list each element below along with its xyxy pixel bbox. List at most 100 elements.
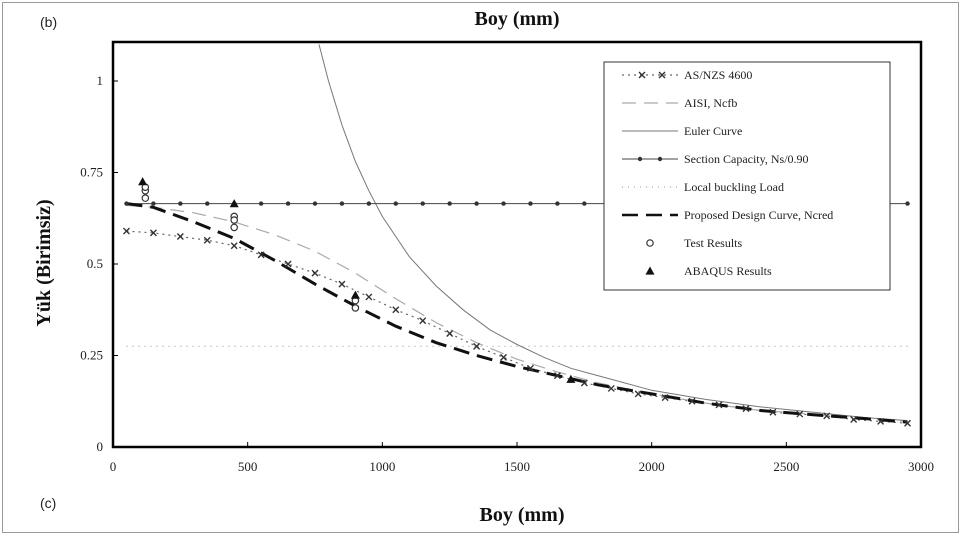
asnzs-point (580, 379, 588, 387)
section-capacity-point (555, 201, 560, 206)
asnzs-point (311, 269, 319, 277)
asnzs-point (257, 251, 265, 259)
section-capacity-point (393, 201, 398, 206)
asnzs-point (769, 408, 777, 416)
legend-label-4: Local buckling Load (684, 180, 784, 194)
section-capacity-point (285, 201, 291, 206)
cross-stroke (553, 372, 561, 380)
legend-cross-marker (638, 71, 646, 79)
cross-stroke (658, 71, 666, 79)
asnzs-point (203, 236, 211, 244)
cross-stroke (284, 260, 292, 268)
legend-label-7: ABAQUS Results (684, 264, 772, 278)
section-capacity-point (528, 201, 533, 206)
x-tick-label: 3000 (908, 459, 934, 474)
section-capacity-point (447, 201, 452, 206)
legend-cross-marker (658, 71, 666, 79)
cross-stroke (638, 71, 646, 79)
x-tick-label: 2000 (639, 459, 665, 474)
chart-title: Boy (mm) (475, 8, 560, 30)
y-tick-label: 0.25 (80, 348, 103, 363)
asnzs-point (634, 390, 642, 398)
cross-stroke (122, 227, 130, 235)
panel-bottom-tag: (c) (40, 495, 56, 511)
cross-stroke (796, 410, 804, 418)
section-capacity-point (312, 201, 318, 206)
cross-stroke (688, 397, 696, 405)
x-tick-label: 0 (110, 459, 117, 474)
cross-stroke (661, 394, 669, 402)
section-capacity-point (905, 201, 910, 206)
section-capacity-point (178, 201, 183, 206)
asnzs-point (122, 227, 130, 235)
asnzs-point (553, 372, 561, 380)
section-capacity-point (258, 201, 264, 206)
legend: AS/NZS 4600 AISI, Ncfb Euler Curve Section … (603, 61, 891, 291)
section-capacity-point (205, 201, 210, 206)
section-capacity-point (582, 201, 587, 206)
abaqus-result-point (138, 177, 148, 186)
asnzs-point (823, 412, 831, 420)
legend-label-5: Proposed Design Curve, Ncred (684, 208, 833, 222)
cross-stroke (230, 242, 238, 250)
test-result-point (230, 216, 239, 224)
y-tick-label: 0.75 (80, 165, 103, 180)
asnzs-point (176, 233, 184, 241)
test-result-point (351, 304, 360, 312)
asnzs-point (419, 317, 427, 325)
legend-label-2: Euler Curve (684, 124, 742, 138)
cross-stroke (365, 293, 373, 301)
cross-stroke (634, 390, 642, 398)
section-capacity-point (501, 201, 506, 206)
section-capacity-point (339, 201, 345, 206)
asnzs-point (850, 416, 858, 424)
asnzs-point (284, 260, 292, 268)
asnzs-point (392, 306, 400, 314)
cross-stroke (742, 405, 750, 413)
cross-stroke (904, 419, 912, 427)
legend-label-0: AS/NZS 4600 (684, 68, 752, 82)
cross-stroke (203, 236, 211, 244)
asnzs-point (500, 353, 508, 361)
asnzs-point (715, 401, 723, 409)
cross-stroke (392, 306, 400, 314)
cross-stroke (580, 379, 588, 387)
x-axis-label: Boy (mm) (480, 504, 565, 526)
y-axis-label: Yük (Birimsiz) (33, 199, 55, 326)
series-line-2 (318, 44, 908, 422)
abaqus-result-point (229, 199, 239, 208)
cross-stroke (500, 353, 508, 361)
cross-stroke (149, 229, 157, 237)
legend-box (603, 61, 891, 291)
x-tick-label: 1500 (504, 459, 530, 474)
asnzs-point (688, 397, 696, 405)
legend-label-1: AISI, Ncfb (684, 96, 737, 110)
cross-stroke (446, 330, 454, 338)
abaqus-result-point (566, 374, 576, 383)
y-tick-label: 1 (97, 73, 104, 88)
section-capacity-point (151, 201, 156, 206)
asnzs-point (877, 417, 885, 425)
legend-circle-marker (646, 239, 654, 247)
cross-stroke (473, 342, 481, 350)
section-capacity-point (366, 201, 372, 206)
asnzs-point (149, 229, 157, 237)
series-line-5 (126, 202, 908, 424)
cross-stroke (823, 412, 831, 420)
asnzs-point (661, 394, 669, 402)
cross-stroke (526, 364, 534, 372)
series-line-0 (126, 230, 908, 424)
asnzs-point (446, 330, 454, 338)
section-capacity-point (124, 201, 129, 206)
axes: 0 500 1000 1500 2000 2500 3000 0 0.25 0.5 0.75 1 (80, 73, 934, 474)
panel-top-tag: (b) (40, 14, 57, 30)
test-result-point (141, 194, 150, 202)
legend-label-3: Section Capacity, Ns/0.90 (684, 152, 809, 166)
legend-dot-marker (657, 156, 663, 162)
x-tick-label: 1000 (369, 459, 395, 474)
test-result-point (230, 223, 239, 232)
cross-stroke (338, 280, 346, 288)
asnzs-point (904, 419, 912, 427)
